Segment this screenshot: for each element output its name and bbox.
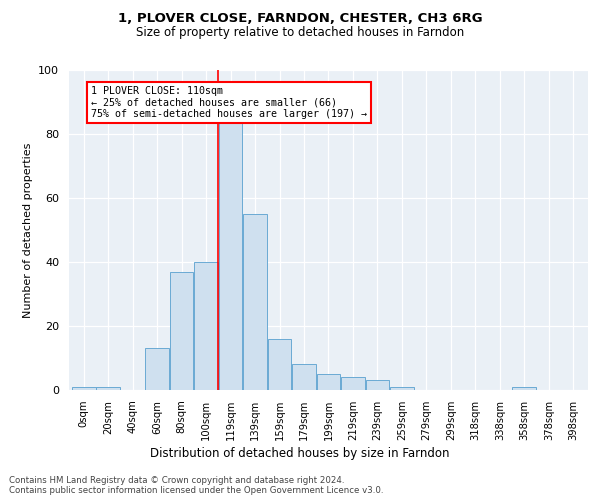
Bar — [341, 377, 365, 390]
Text: Contains HM Land Registry data © Crown copyright and database right 2024.: Contains HM Land Registry data © Crown c… — [9, 476, 344, 485]
Bar — [390, 387, 414, 390]
Bar — [512, 387, 536, 390]
Bar — [365, 380, 389, 390]
Bar — [96, 387, 120, 390]
Text: 1, PLOVER CLOSE, FARNDON, CHESTER, CH3 6RG: 1, PLOVER CLOSE, FARNDON, CHESTER, CH3 6… — [118, 12, 482, 26]
Bar — [219, 121, 242, 390]
Text: Contains public sector information licensed under the Open Government Licence v3: Contains public sector information licen… — [9, 486, 383, 495]
Text: Size of property relative to detached houses in Farndon: Size of property relative to detached ho… — [136, 26, 464, 39]
Bar — [170, 272, 193, 390]
Bar — [317, 374, 340, 390]
Text: 1 PLOVER CLOSE: 110sqm
← 25% of detached houses are smaller (66)
75% of semi-det: 1 PLOVER CLOSE: 110sqm ← 25% of detached… — [91, 86, 367, 119]
Y-axis label: Number of detached properties: Number of detached properties — [23, 142, 33, 318]
Bar — [292, 364, 316, 390]
Bar — [145, 348, 169, 390]
Bar — [194, 262, 218, 390]
Text: Distribution of detached houses by size in Farndon: Distribution of detached houses by size … — [150, 448, 450, 460]
Bar — [72, 387, 95, 390]
Bar — [268, 339, 292, 390]
Bar — [243, 214, 267, 390]
